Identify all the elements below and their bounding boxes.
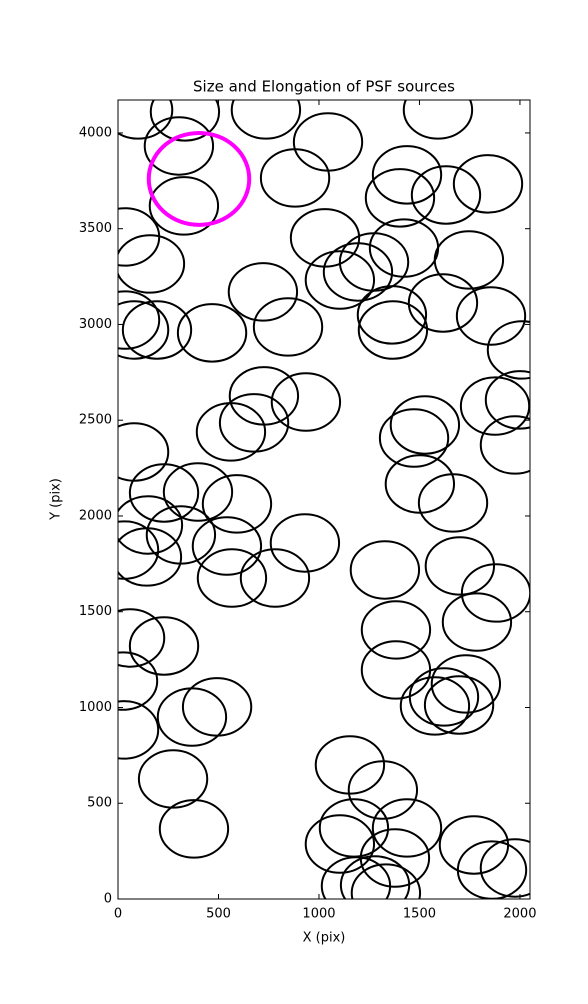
psf-source — [146, 130, 252, 227]
psf-source — [399, 676, 471, 736]
psf-source — [356, 285, 428, 345]
chart-title: Size and Elongation of PSF sources — [193, 78, 455, 96]
psf-source — [347, 760, 419, 820]
psf-source — [118, 608, 166, 668]
psf-source — [118, 651, 159, 711]
psf-source — [118, 700, 160, 760]
psf-source — [430, 654, 502, 714]
psf-source — [479, 838, 530, 898]
psf-source — [378, 408, 450, 468]
psf-source — [424, 536, 496, 596]
psf-source — [433, 230, 505, 290]
psf-source — [176, 303, 248, 363]
psf-source — [196, 548, 268, 608]
psf-source — [121, 300, 193, 360]
psf-source — [149, 100, 221, 142]
psf-source — [389, 395, 461, 455]
psf-source — [460, 563, 530, 623]
psf-source — [357, 300, 429, 360]
psf-source — [218, 393, 290, 453]
psf-source — [360, 600, 432, 660]
psf-source — [239, 548, 311, 608]
psf-source — [320, 856, 392, 899]
y-axis-label: Y (pix) — [49, 478, 64, 521]
psf-source — [145, 505, 217, 565]
psf-source — [252, 297, 324, 357]
psf-source — [486, 320, 530, 380]
psf-source — [410, 165, 482, 225]
psf-source — [304, 250, 376, 310]
psf-source — [441, 592, 513, 652]
psf-source — [191, 516, 263, 576]
psf-source — [148, 176, 220, 236]
y-tick-label: 500 — [87, 796, 112, 811]
psf-source — [371, 798, 443, 858]
psf-source — [201, 474, 273, 534]
psf-source — [408, 667, 480, 727]
psf-source — [195, 402, 267, 462]
psf-source — [118, 100, 174, 140]
psf-source — [452, 154, 524, 214]
psf-source — [459, 376, 530, 436]
y-tick-label: 0 — [104, 892, 112, 907]
x-tick-label: 500 — [206, 907, 231, 922]
psf-source — [259, 148, 331, 208]
psf-source — [417, 473, 489, 533]
y-tick-label: 3500 — [79, 221, 112, 236]
psf-source — [270, 372, 342, 432]
psf-source — [269, 513, 341, 573]
psf-source — [350, 863, 422, 899]
psf-source — [407, 273, 479, 333]
y-tick-label: 1000 — [79, 700, 112, 715]
y-tick-label: 1500 — [79, 604, 112, 619]
psf-source — [349, 540, 421, 600]
psf-source — [402, 100, 474, 140]
psf-source — [181, 677, 253, 737]
psf-source — [143, 116, 215, 176]
x-tick-label: 0 — [114, 907, 122, 922]
psf-source — [162, 462, 234, 522]
psf-source — [304, 814, 376, 874]
plot-area — [118, 100, 530, 899]
psf-source — [423, 675, 495, 735]
psf-source — [118, 495, 184, 555]
psf-source — [118, 300, 170, 360]
y-tick-label: 2000 — [79, 508, 112, 523]
psf-source — [479, 415, 530, 475]
y-tick-label: 4000 — [79, 125, 112, 140]
psf-source — [128, 616, 200, 676]
x-tick-label: 2000 — [503, 907, 536, 922]
y-tick-label: 3000 — [79, 317, 112, 332]
x-tick-label: 1500 — [403, 907, 436, 922]
psf-source — [128, 463, 200, 523]
psf-source — [484, 370, 530, 430]
psf-source — [322, 242, 394, 302]
x-tick-label: 1000 — [302, 907, 335, 922]
psf-source — [137, 749, 209, 809]
psf-source — [371, 145, 443, 205]
psf-source — [227, 262, 299, 322]
psf-source — [118, 234, 186, 294]
psf-source — [364, 168, 436, 228]
x-axis-label: X (pix) — [303, 931, 346, 946]
psf-source — [118, 290, 161, 350]
psf-source — [339, 855, 411, 899]
psf-source — [158, 799, 230, 859]
y-tick-label: 2500 — [79, 413, 112, 428]
psf-source — [455, 286, 527, 346]
psf-source — [230, 100, 302, 140]
axes-frame — [117, 99, 531, 900]
